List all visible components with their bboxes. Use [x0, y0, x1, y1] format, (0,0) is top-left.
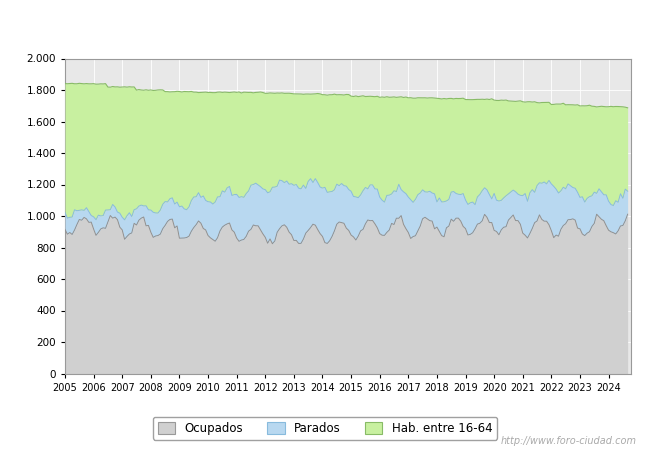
Legend: Ocupados, Parados, Hab. entre 16-64: Ocupados, Parados, Hab. entre 16-64 [153, 417, 497, 440]
Text: Cambil - Evolucion de la poblacion en edad de Trabajar Septiembre de 2024: Cambil - Evolucion de la poblacion en ed… [71, 18, 579, 31]
Text: http://www.foro-ciudad.com: http://www.foro-ciudad.com [501, 436, 637, 446]
